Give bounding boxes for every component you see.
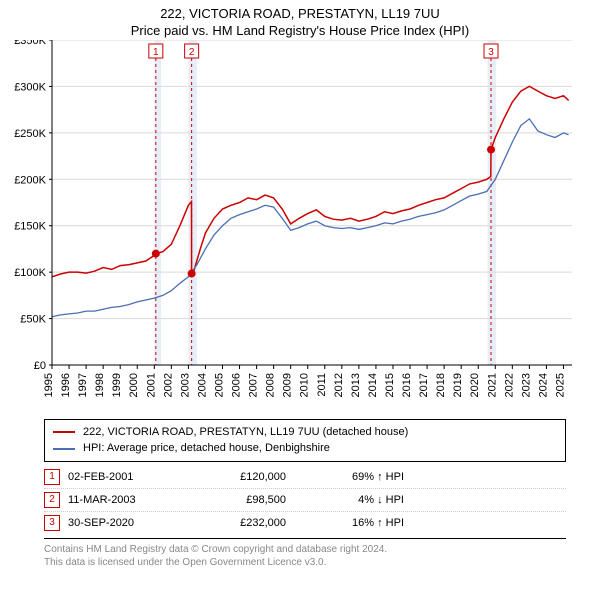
svg-text:1995: 1995 — [43, 373, 55, 397]
legend-label: 222, VICTORIA ROAD, PRESTATYN, LL19 7UU … — [83, 424, 408, 441]
svg-text:2004: 2004 — [196, 373, 208, 397]
svg-text:3: 3 — [488, 47, 494, 58]
svg-text:2001: 2001 — [145, 373, 157, 397]
svg-text:2011: 2011 — [316, 373, 328, 397]
event-row: 1 02-FEB-2001 £120,000 69% ↑ HPI — [44, 466, 566, 489]
chart-area: £0 £50K £100K £150K £200K £250K £300K £350K 1995… — [0, 40, 600, 413]
svg-text:2016: 2016 — [401, 373, 413, 397]
svg-text:£50K: £50K — [20, 313, 46, 325]
svg-text:2013: 2013 — [350, 373, 362, 397]
svg-text:£100K: £100K — [14, 267, 46, 279]
svg-text:£300K: £300K — [14, 81, 46, 93]
legend-row: 222, VICTORIA ROAD, PRESTATYN, LL19 7UU … — [53, 424, 557, 441]
chart-title: 222, VICTORIA ROAD, PRESTATYN, LL19 7UU … — [0, 0, 600, 40]
svg-text:2022: 2022 — [503, 373, 515, 397]
svg-text:2006: 2006 — [231, 373, 243, 397]
svg-text:2024: 2024 — [537, 373, 549, 397]
event-price: £120,000 — [186, 471, 286, 483]
event-row: 2 11-MAR-2003 £98,500 4% ↓ HPI — [44, 489, 566, 512]
svg-text:1998: 1998 — [94, 373, 106, 397]
svg-text:£200K: £200K — [14, 174, 46, 186]
svg-text:£150K: £150K — [14, 220, 46, 232]
svg-text:2019: 2019 — [452, 373, 464, 397]
svg-text:2002: 2002 — [162, 373, 174, 397]
svg-text:2012: 2012 — [333, 373, 345, 397]
event-price: £98,500 — [186, 494, 286, 506]
svg-text:2025: 2025 — [554, 373, 566, 397]
svg-text:1997: 1997 — [77, 373, 89, 397]
svg-text:1: 1 — [153, 47, 159, 58]
footer-line2: This data is licensed under the Open Gov… — [44, 556, 566, 569]
event-date: 11-MAR-2003 — [68, 494, 178, 506]
event-date: 02-FEB-2001 — [68, 471, 178, 483]
svg-text:1996: 1996 — [60, 373, 72, 397]
legend-swatch — [53, 448, 75, 450]
legend: 222, VICTORIA ROAD, PRESTATYN, LL19 7UU … — [44, 419, 566, 462]
event-marker-icon: 1 — [44, 469, 60, 485]
svg-text:2000: 2000 — [128, 373, 140, 397]
legend-row: HPI: Average price, detached house, Denb… — [53, 440, 557, 457]
svg-text:2018: 2018 — [435, 373, 447, 397]
svg-text:2017: 2017 — [418, 373, 430, 397]
svg-text:2: 2 — [189, 47, 195, 58]
svg-text:2003: 2003 — [179, 373, 191, 397]
event-date: 30-SEP-2020 — [68, 517, 178, 529]
event-delta: 16% ↑ HPI — [294, 517, 404, 529]
svg-text:2021: 2021 — [486, 373, 498, 397]
svg-text:1999: 1999 — [111, 373, 123, 397]
event-price: £232,000 — [186, 517, 286, 529]
svg-text:2015: 2015 — [384, 373, 396, 397]
footer-line1: Contains HM Land Registry data © Crown c… — [44, 543, 566, 556]
title-line1: 222, VICTORIA ROAD, PRESTATYN, LL19 7UU — [0, 6, 600, 23]
svg-text:2009: 2009 — [282, 373, 294, 397]
event-row: 3 30-SEP-2020 £232,000 16% ↑ HPI — [44, 512, 566, 534]
event-marker-icon: 2 — [44, 492, 60, 508]
legend-label: HPI: Average price, detached house, Denb… — [83, 440, 330, 457]
svg-text:£350K: £350K — [14, 40, 46, 47]
chart-svg: £0 £50K £100K £150K £200K £250K £300K £350K 1995… — [0, 40, 600, 410]
svg-text:2005: 2005 — [213, 373, 225, 397]
svg-text:2020: 2020 — [469, 373, 481, 397]
svg-text:2010: 2010 — [299, 373, 311, 397]
svg-text:£0: £0 — [34, 360, 46, 372]
event-marker-icon: 3 — [44, 515, 60, 531]
legend-swatch — [53, 431, 75, 433]
events-table: 1 02-FEB-2001 £120,000 69% ↑ HPI 2 11-MA… — [44, 466, 566, 534]
title-line2: Price paid vs. HM Land Registry's House … — [0, 23, 600, 40]
svg-text:2023: 2023 — [520, 373, 532, 397]
svg-text:2014: 2014 — [367, 373, 379, 397]
svg-text:2007: 2007 — [248, 373, 260, 397]
event-delta: 69% ↑ HPI — [294, 471, 404, 483]
svg-text:2008: 2008 — [265, 373, 277, 397]
footer: Contains HM Land Registry data © Crown c… — [44, 538, 566, 569]
svg-text:£250K: £250K — [14, 128, 46, 140]
event-delta: 4% ↓ HPI — [294, 494, 404, 506]
